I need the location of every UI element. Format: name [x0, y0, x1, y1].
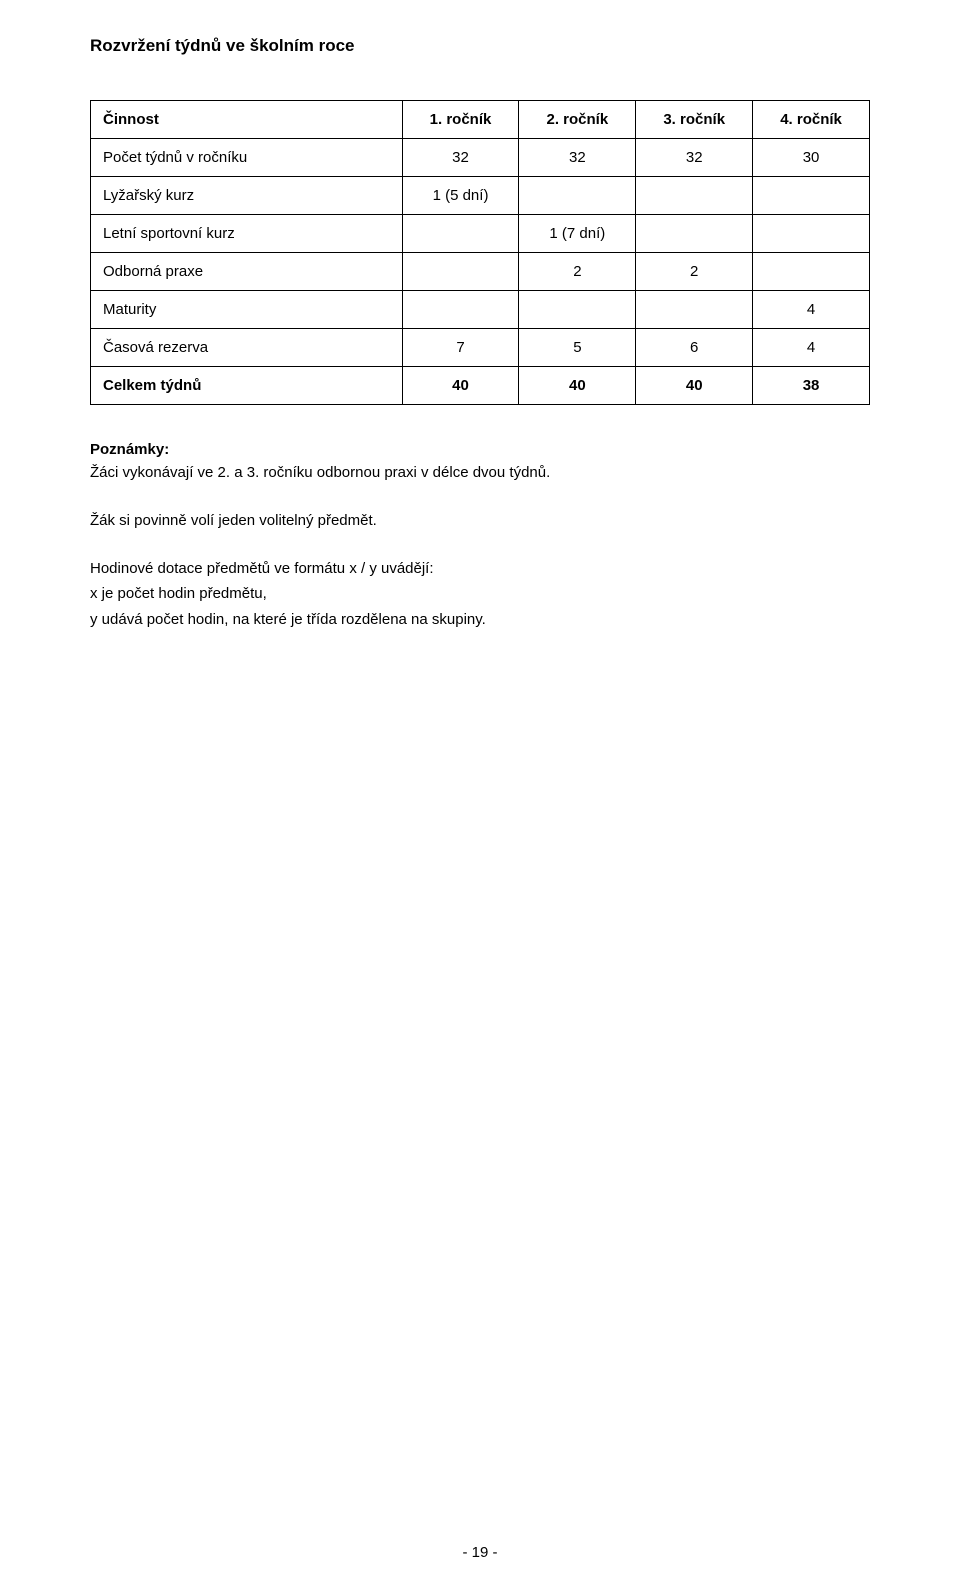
cell	[402, 291, 519, 329]
table-row: Letní sportovní kurz 1 (7 dní)	[91, 215, 870, 253]
page-title: Rozvržení týdnů ve školním roce	[90, 36, 870, 56]
cell	[636, 215, 753, 253]
total-cell: 38	[753, 367, 870, 405]
cell: 1 (5 dní)	[402, 177, 519, 215]
cell: 2	[636, 253, 753, 291]
col-header-y4: 4. ročník	[753, 101, 870, 139]
page-container: Rozvržení týdnů ve školním roce Činnost …	[0, 0, 960, 1589]
cell	[519, 291, 636, 329]
total-label: Celkem týdnů	[91, 367, 403, 405]
row-label: Letní sportovní kurz	[91, 215, 403, 253]
cell	[753, 177, 870, 215]
table-header-row: Činnost 1. ročník 2. ročník 3. ročník 4.…	[91, 101, 870, 139]
cell: 5	[519, 329, 636, 367]
col-header-y1: 1. ročník	[402, 101, 519, 139]
total-cell: 40	[402, 367, 519, 405]
col-header-activity: Činnost	[91, 101, 403, 139]
notes-heading: Poznámky:	[90, 441, 870, 458]
cell: 4	[753, 329, 870, 367]
total-cell: 40	[636, 367, 753, 405]
row-label: Maturity	[91, 291, 403, 329]
row-label: Časová rezerva	[91, 329, 403, 367]
cell: 32	[402, 139, 519, 177]
notes-line-3c: y udává počet hodin, na které je třída r…	[90, 609, 870, 631]
cell	[753, 253, 870, 291]
notes-line-2: Žák si povinně volí jeden volitelný před…	[90, 510, 870, 532]
row-label: Odborná praxe	[91, 253, 403, 291]
col-header-y2: 2. ročník	[519, 101, 636, 139]
row-label: Lyžařský kurz	[91, 177, 403, 215]
table-row: Lyžařský kurz 1 (5 dní)	[91, 177, 870, 215]
cell	[753, 215, 870, 253]
notes-block-2: Žák si povinně volí jeden volitelný před…	[90, 510, 870, 532]
table-row: Odborná praxe 2 2	[91, 253, 870, 291]
table-total-row: Celkem týdnů 40 40 40 38	[91, 367, 870, 405]
cell: 30	[753, 139, 870, 177]
cell	[402, 253, 519, 291]
cell	[636, 177, 753, 215]
cell	[519, 177, 636, 215]
cell: 4	[753, 291, 870, 329]
cell: 32	[519, 139, 636, 177]
cell	[636, 291, 753, 329]
table-row: Maturity 4	[91, 291, 870, 329]
total-cell: 40	[519, 367, 636, 405]
notes-line-1: Žáci vykonávají ve 2. a 3. ročníku odbor…	[90, 462, 870, 484]
notes-line-3a: Hodinové dotace předmětů ve formátu x / …	[90, 558, 870, 580]
row-label: Počet týdnů v ročníku	[91, 139, 403, 177]
cell: 1 (7 dní)	[519, 215, 636, 253]
notes-line-3b: x je počet hodin předmětu,	[90, 583, 870, 605]
table-row: Počet týdnů v ročníku 32 32 32 30	[91, 139, 870, 177]
cell: 32	[636, 139, 753, 177]
cell: 6	[636, 329, 753, 367]
cell	[402, 215, 519, 253]
page-number: - 19 -	[0, 1544, 960, 1561]
cell: 2	[519, 253, 636, 291]
weeks-table: Činnost 1. ročník 2. ročník 3. ročník 4.…	[90, 100, 870, 405]
notes-block-3: Hodinové dotace předmětů ve formátu x / …	[90, 558, 870, 631]
table-row: Časová rezerva 7 5 6 4	[91, 329, 870, 367]
col-header-y3: 3. ročník	[636, 101, 753, 139]
cell: 7	[402, 329, 519, 367]
